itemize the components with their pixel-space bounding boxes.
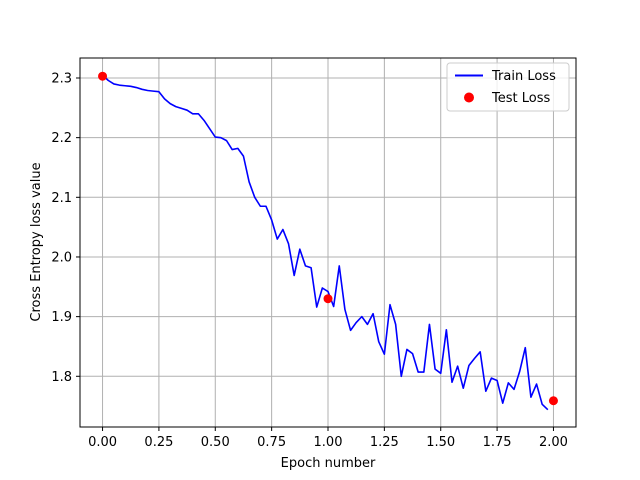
y-axis-label: Cross Entropy loss value	[29, 162, 44, 321]
x-tick-label: 1.00	[314, 435, 343, 450]
x-tick-label: 1.50	[426, 435, 455, 450]
x-tick-label: 1.25	[370, 435, 399, 450]
y-tick-label: 2.3	[51, 71, 72, 86]
x-tick-label: 0.00	[88, 435, 117, 450]
x-tick-label: 0.75	[257, 435, 286, 450]
y-tick-label: 2.2	[51, 131, 72, 146]
legend-test-label: Test Loss	[491, 91, 550, 106]
grid	[80, 58, 576, 427]
train-loss-series	[101, 74, 549, 411]
legend-train-label: Train Loss	[491, 69, 556, 84]
test-loss-series	[98, 71, 558, 406]
y-tick-label: 1.9	[51, 310, 72, 325]
test-loss-point	[98, 71, 108, 81]
x-axis: 0.00 0.25 0.50 0.75 1.00 1.25 1.50 1.75 2.00	[88, 427, 568, 450]
legend-test-marker	[464, 92, 474, 103]
test-loss-point	[323, 294, 333, 304]
x-tick-label: 0.25	[144, 435, 173, 450]
y-tick-label: 2.1	[51, 191, 72, 206]
x-tick-label: 0.50	[201, 435, 230, 450]
legend: Train Loss Test Loss	[446, 62, 570, 112]
x-tick-label: 1.75	[483, 435, 512, 450]
train-loss-line	[101, 74, 549, 411]
test-loss-point	[548, 396, 558, 406]
x-axis-label: Epoch number	[281, 456, 376, 471]
y-tick-label: 2.0	[51, 250, 72, 265]
y-axis: 1.8 1.9 2.0 2.1 2.2 2.3	[51, 71, 80, 385]
x-tick-label: 2.00	[539, 435, 568, 450]
y-tick-label: 1.8	[51, 370, 72, 385]
